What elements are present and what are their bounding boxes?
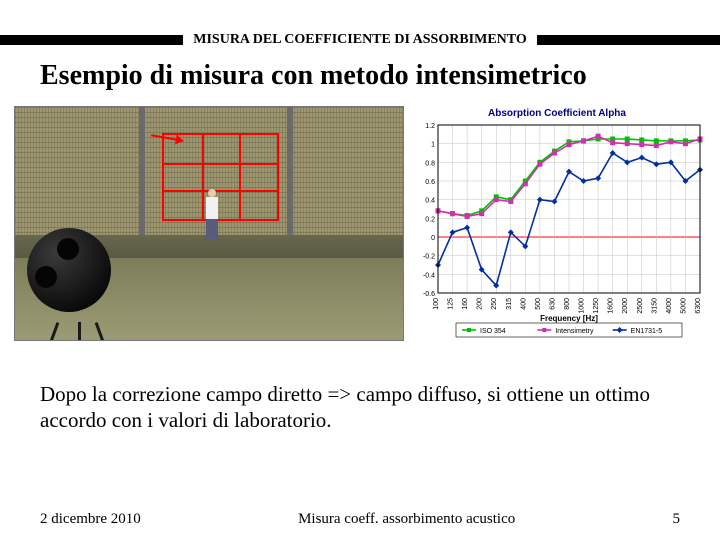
svg-text:315: 315 [506, 298, 513, 310]
svg-text:1250: 1250 [593, 298, 600, 314]
svg-text:400: 400 [520, 298, 527, 310]
svg-text:Frequency [Hz]: Frequency [Hz] [540, 314, 598, 323]
svg-text:Intensimetry: Intensimetry [555, 328, 594, 335]
footer-center: Misura coeff. assorbimento acustico [298, 511, 515, 528]
svg-text:0.6: 0.6 [425, 179, 435, 186]
svg-text:6300: 6300 [695, 298, 702, 314]
photo-dodecahedron-source [27, 228, 111, 312]
footer-page: 5 [672, 511, 680, 528]
svg-text:2000: 2000 [622, 298, 629, 314]
slide-title: Esempio di misura con metodo intensimetr… [0, 48, 720, 100]
svg-text:0.8: 0.8 [425, 160, 435, 167]
photo-operator [205, 189, 219, 239]
photo-measurement-grid [162, 133, 278, 222]
footer-date: 2 dicembre 2010 [40, 511, 141, 528]
svg-text:160: 160 [462, 298, 469, 310]
svg-text:1.2: 1.2 [425, 123, 435, 130]
slide-header: MISURA DEL COEFFICIENTE DI ASSORBIMENTO [0, 0, 720, 48]
svg-text:-0.6: -0.6 [423, 291, 435, 298]
svg-text:EN1731-5: EN1731-5 [631, 328, 663, 335]
svg-text:-0.2: -0.2 [423, 254, 435, 261]
body-paragraph: Dopo la correzione campo diretto => camp… [0, 341, 720, 434]
svg-text:-0.4: -0.4 [423, 272, 435, 279]
slide-footer: 2 dicembre 2010 Misura coeff. assorbimen… [0, 511, 720, 528]
svg-text:ISO 354: ISO 354 [480, 328, 506, 335]
photo-tripod [38, 322, 118, 340]
header-rule-right [537, 35, 720, 45]
header-rule-left [0, 35, 183, 45]
svg-text:1: 1 [431, 142, 435, 149]
photo-post [139, 107, 145, 235]
svg-text:0.2: 0.2 [425, 216, 435, 223]
svg-text:3150: 3150 [651, 298, 658, 314]
absorption-chart: Absorption Coefficient Alpha -0.6-0.4-0.… [408, 106, 706, 341]
svg-text:4000: 4000 [666, 298, 673, 314]
header-label: MISURA DEL COEFFICIENTE DI ASSORBIMENTO [183, 32, 536, 48]
svg-text:5000: 5000 [680, 298, 687, 314]
chart-plot: -0.6 -0.4 -0.2 0 0.2 0.4 0.6 0.8 1 1.2 100 125 160 20… [408, 119, 706, 339]
svg-text:630: 630 [549, 298, 556, 310]
svg-text:200: 200 [477, 298, 484, 310]
svg-text:2500: 2500 [637, 298, 644, 314]
measurement-photo [14, 106, 404, 341]
svg-text:125: 125 [448, 298, 455, 310]
svg-text:0: 0 [431, 235, 435, 242]
svg-text:1000: 1000 [579, 298, 586, 314]
chart-title: Absorption Coefficient Alpha [408, 106, 706, 119]
svg-text:250: 250 [491, 298, 498, 310]
svg-text:800: 800 [564, 298, 571, 310]
svg-text:0.4: 0.4 [425, 198, 435, 205]
content-row: Absorption Coefficient Alpha -0.6-0.4-0.… [0, 100, 720, 341]
svg-text:100: 100 [433, 298, 440, 310]
svg-text:1600: 1600 [608, 298, 615, 314]
svg-text:500: 500 [535, 298, 542, 310]
photo-post [287, 107, 293, 235]
